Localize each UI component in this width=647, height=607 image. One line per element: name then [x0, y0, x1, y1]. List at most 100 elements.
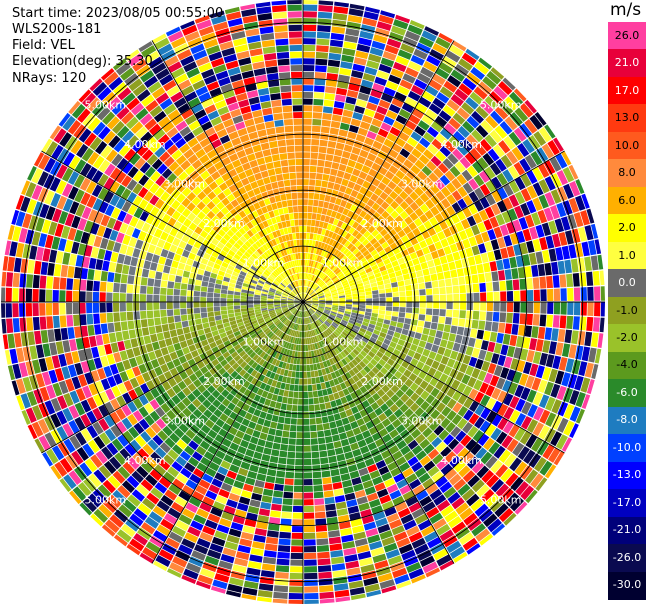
velocity-gate — [340, 527, 353, 536]
velocity-gate — [214, 573, 230, 583]
velocity-gate — [375, 321, 383, 328]
velocity-gate — [451, 379, 461, 390]
velocity-gate — [417, 519, 432, 531]
velocity-gate — [287, 303, 294, 305]
velocity-gate — [332, 569, 347, 578]
velocity-gate — [307, 280, 310, 287]
velocity-gate — [189, 424, 200, 435]
velocity-gate — [211, 424, 222, 434]
velocity-gate — [413, 302, 420, 308]
velocity-gate — [275, 320, 281, 326]
velocity-gate — [202, 496, 215, 507]
velocity-gate — [186, 338, 194, 347]
velocity-gate — [132, 410, 144, 422]
velocity-gate — [390, 210, 399, 219]
velocity-gate — [143, 190, 154, 202]
velocity-gate — [339, 466, 349, 475]
velocity-gate — [319, 281, 325, 287]
velocity-gate — [305, 302, 312, 306]
velocity-gate — [103, 365, 113, 378]
velocity-gate — [285, 342, 290, 349]
velocity-gate — [330, 400, 337, 408]
velocity-gate — [121, 417, 133, 430]
velocity-gate — [509, 496, 525, 512]
velocity-gate — [334, 338, 341, 346]
velocity-gate — [237, 337, 245, 344]
velocity-gate — [310, 159, 318, 166]
velocity-gate — [341, 319, 348, 325]
velocity-gate — [485, 180, 497, 193]
velocity-gate — [439, 220, 449, 231]
velocity-gate — [498, 140, 511, 154]
velocity-gate — [328, 358, 335, 366]
velocity-gate — [335, 384, 343, 392]
velocity-gate — [573, 212, 584, 228]
velocity-gate — [203, 225, 212, 234]
velocity-gate — [54, 368, 65, 382]
velocity-gate — [103, 460, 117, 475]
velocity-gate — [12, 363, 22, 379]
velocity-gate — [319, 264, 325, 271]
velocity-gate — [456, 143, 469, 156]
velocity-gate — [225, 355, 234, 363]
velocity-gate — [185, 429, 196, 440]
velocity-gate — [181, 574, 197, 584]
velocity-gate — [199, 244, 208, 252]
velocity-gate — [130, 338, 139, 348]
velocity-gate — [311, 444, 319, 452]
velocity-gate — [374, 172, 385, 182]
velocity-gate — [109, 194, 120, 207]
velocity-gate — [179, 371, 189, 380]
velocity-gate — [408, 221, 418, 231]
velocity-gate — [457, 198, 468, 210]
velocity-gate — [337, 376, 344, 384]
velocity-gate — [312, 112, 323, 119]
velocity-gate — [364, 311, 372, 317]
velocity-gate — [372, 305, 379, 310]
velocity-gate — [509, 457, 522, 472]
velocity-gate — [446, 540, 462, 554]
velocity-gate — [271, 272, 278, 278]
velocity-gate — [541, 222, 552, 236]
velocity-gate — [278, 266, 284, 273]
velocity-gate — [514, 461, 528, 476]
velocity-gate — [230, 379, 238, 388]
velocity-gate — [132, 346, 141, 357]
velocity-gate — [133, 284, 140, 294]
velocity-gate — [344, 313, 351, 317]
velocity-gate — [372, 375, 381, 384]
velocity-gate — [376, 388, 386, 398]
velocity-gate — [421, 364, 431, 374]
velocity-gate — [350, 118, 361, 127]
velocity-gate — [99, 292, 106, 302]
velocity-gate — [370, 401, 380, 411]
velocity-gate — [328, 365, 334, 373]
velocity-gate — [337, 228, 345, 236]
velocity-gate — [465, 48, 480, 61]
velocity-gate — [234, 222, 242, 231]
velocity-gate — [310, 431, 318, 439]
velocity-gate — [425, 383, 435, 394]
velocity-gate — [129, 513, 144, 527]
velocity-gate — [483, 330, 491, 341]
velocity-gate — [103, 191, 115, 204]
velocity-gate — [296, 358, 301, 365]
velocity-gate — [128, 357, 138, 368]
velocity-gate — [71, 376, 82, 390]
velocity-gate — [515, 398, 526, 412]
velocity-gate — [303, 246, 306, 253]
velocity-gate — [491, 414, 503, 427]
velocity-gate — [202, 389, 211, 399]
velocity-gate — [218, 367, 227, 376]
velocity-gate — [132, 83, 147, 97]
velocity-gate — [466, 293, 473, 302]
velocity-gate — [90, 370, 100, 383]
velocity-gate — [393, 265, 401, 272]
velocity-gate — [345, 28, 360, 37]
velocity-gate — [278, 331, 284, 338]
velocity-gate — [144, 50, 160, 64]
velocity-gate — [412, 307, 420, 314]
velocity-gate — [257, 438, 266, 447]
velocity-gate — [176, 328, 184, 336]
velocity-gate — [419, 192, 430, 203]
